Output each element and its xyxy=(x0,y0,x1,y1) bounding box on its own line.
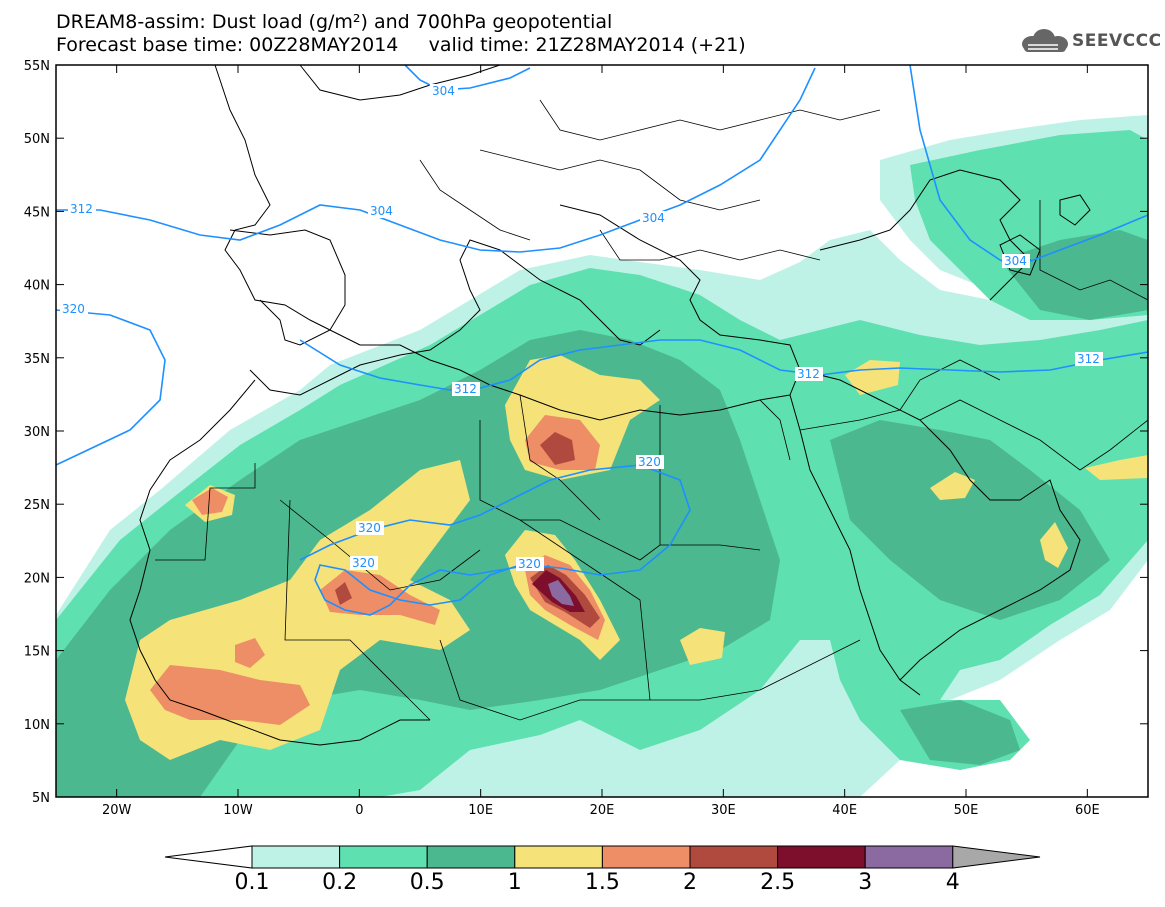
latitude-label: 30N xyxy=(24,425,50,440)
dust-level-1.5-spot2 xyxy=(235,638,265,668)
colorbar-segment xyxy=(864,845,954,869)
colorbar-segment xyxy=(251,845,341,869)
contour-label: 304 xyxy=(642,211,665,225)
longitude-label: 10E xyxy=(468,803,493,818)
contour-label: 320 xyxy=(358,521,381,535)
contour-label: 320 xyxy=(518,557,541,571)
cloud-logo-icon xyxy=(1022,29,1068,52)
latitude-label: 20N xyxy=(24,571,50,586)
coastlines xyxy=(129,64,1091,746)
longitude-label: 60E xyxy=(1075,803,1100,818)
dust-level-1-spot6 xyxy=(1085,455,1148,480)
colorbar-segment xyxy=(777,845,866,869)
longitude-label: 20E xyxy=(590,803,615,818)
latitude-labels: 55N 50N 45N 40N 35N 30N 25N 20N 15N 10N 5N xyxy=(24,59,50,806)
latitude-label: 25N xyxy=(24,498,50,513)
logo-text: SEEVCCC xyxy=(1072,31,1162,51)
latitude-label: 15N xyxy=(24,645,50,660)
borders xyxy=(155,99,1149,721)
dust-level-0.5-horn xyxy=(900,700,1020,765)
colorbar-segment xyxy=(601,845,691,869)
contour-labels: 304 304 304 304 312 320 312 312 312 320 … xyxy=(60,84,1103,571)
contour-label: 304 xyxy=(432,84,455,98)
contour-label: 320 xyxy=(638,455,661,469)
map-subtitle: Forecast base time: 00Z28MAY2014 valid t… xyxy=(56,34,746,56)
latitude-label: 40N xyxy=(24,279,50,294)
contour-label: 312 xyxy=(797,367,820,381)
dust-level-1.5-west xyxy=(150,665,310,725)
contour-label: 312 xyxy=(70,202,93,216)
colorbar-tick-label: 1.5 xyxy=(584,870,620,895)
contour-label: 320 xyxy=(352,556,375,570)
longitude-label: 10W xyxy=(223,803,253,818)
colorbar-tick-label: 3 xyxy=(858,870,873,895)
longitude-label: 30E xyxy=(711,803,736,818)
dust-level-0.5-arabia xyxy=(830,420,1110,620)
contour-label: 304 xyxy=(1004,254,1027,268)
colorbar-tick-label: 0.5 xyxy=(409,870,445,895)
latitude-label: 35N xyxy=(24,352,50,367)
dust-level-1-spot4 xyxy=(930,472,975,500)
colorbar-segment xyxy=(339,845,428,869)
colorbar-over-triangle xyxy=(952,845,1041,869)
dust-level-3 xyxy=(548,580,574,606)
colorbar-segment xyxy=(426,845,516,869)
latitude-label: 5N xyxy=(32,791,50,806)
longitude-label: 0 xyxy=(355,803,363,818)
dust-level-1.5-spot1 xyxy=(192,488,228,515)
latitude-label: 45N xyxy=(24,205,50,220)
contour-label: 320 xyxy=(62,302,85,316)
dust-shading xyxy=(56,115,1148,797)
colorbar xyxy=(164,845,1041,869)
colorbar-tick-label: 0.1 xyxy=(234,870,270,895)
dust-level-2-mali xyxy=(335,582,352,605)
latitude-label: 50N xyxy=(24,132,50,147)
colorbar-tick-label: 1 xyxy=(507,870,522,895)
colorbar-segment xyxy=(514,845,603,869)
dust-level-1-spot2 xyxy=(680,628,725,665)
contour-label: 312 xyxy=(1077,352,1100,366)
longitude-label: 20W xyxy=(102,803,132,818)
geopotential-contours xyxy=(55,64,1149,616)
contour-label: 304 xyxy=(370,204,393,218)
colorbar-tick-label: 2.5 xyxy=(760,870,796,895)
latitude-label: 55N xyxy=(24,59,50,74)
longitude-labels: 20W 10W 0 10E 20E 30E 40E 50E 60E xyxy=(102,803,1100,818)
colorbar-segment xyxy=(689,845,779,869)
colorbar-tick-label: 4 xyxy=(945,870,960,895)
colorbar-tick-label: 0.2 xyxy=(322,870,358,895)
colorbar-tick-label: 2 xyxy=(683,870,697,895)
contour-label: 312 xyxy=(454,382,477,396)
colorbar-under-triangle xyxy=(164,845,253,869)
longitude-label: 40E xyxy=(832,803,857,818)
latitude-label: 10N xyxy=(24,718,50,733)
axis-ticks xyxy=(56,64,1148,798)
longitude-label: 50E xyxy=(954,803,979,818)
map-title: DREAM8-assim: Dust load (g/m²) and 700hP… xyxy=(56,11,613,33)
dust-level-0.5-east xyxy=(1000,230,1148,320)
dust-level-2-libya xyxy=(540,432,575,465)
dust-level-1-spot5 xyxy=(1040,522,1068,568)
